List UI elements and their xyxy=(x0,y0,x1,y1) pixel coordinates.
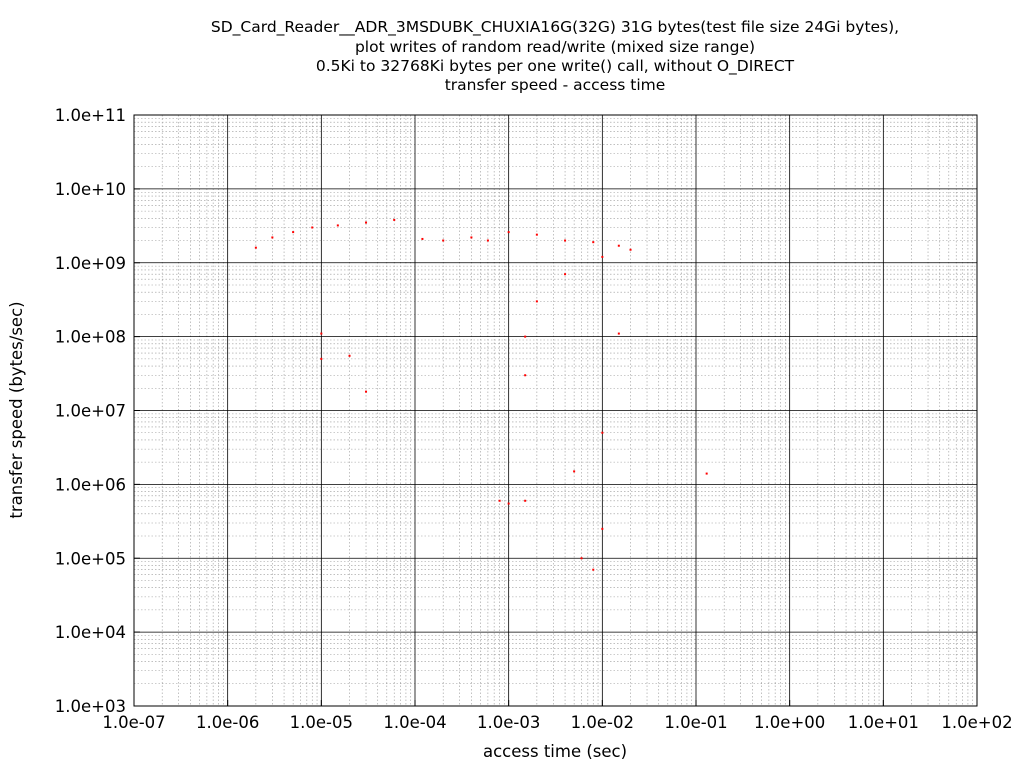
x-tick-label: 1.0e-04 xyxy=(383,713,446,732)
y-tick-label: 1.0e+07 xyxy=(55,402,126,421)
data-point xyxy=(470,236,473,239)
data-point xyxy=(705,472,708,475)
data-point xyxy=(617,244,620,247)
y-tick-label: 1.0e+08 xyxy=(55,328,126,347)
x-tick-label: 1.0e-06 xyxy=(196,713,259,732)
y-tick-label: 1.0e+09 xyxy=(55,254,126,273)
data-point xyxy=(271,236,274,239)
data-point xyxy=(564,273,567,276)
data-point xyxy=(573,470,576,473)
scatter-points xyxy=(254,218,708,571)
data-point xyxy=(617,332,620,335)
data-point xyxy=(320,332,323,335)
x-axis-ticks: 1.0e-07 1.0e-06 1.0e-05 1.0e-04 1.0e-03 1.0e-… xyxy=(102,700,1013,732)
title-line-4: transfer speed - access time xyxy=(445,76,666,94)
y-axis-ticks: 1.0e+03 1.0e+04 1.0e+05 1.0e+06 1.0e+07 1.0e+… xyxy=(55,106,140,716)
data-point xyxy=(524,374,527,377)
data-point xyxy=(498,499,501,502)
y-tick-label: 1.0e+06 xyxy=(55,475,126,494)
data-point xyxy=(535,300,538,303)
y-axis-label: transfer speed (bytes/sec) xyxy=(7,301,26,518)
x-tick-label: 1.0e+00 xyxy=(754,713,825,732)
data-point xyxy=(524,499,527,502)
y-tick-label: 1.0e+04 xyxy=(55,623,126,642)
x-tick-label: 1.0e-01 xyxy=(664,713,727,732)
data-point xyxy=(564,239,567,242)
data-point xyxy=(592,568,595,571)
data-point xyxy=(601,527,604,530)
data-point xyxy=(292,231,295,234)
data-point xyxy=(535,233,538,236)
data-point xyxy=(507,231,510,234)
y-tick-label: 1.0e+11 xyxy=(55,106,126,125)
y-tick-label: 1.0e+05 xyxy=(55,549,126,568)
data-point xyxy=(592,241,595,244)
data-point xyxy=(365,390,368,393)
data-point xyxy=(601,255,604,258)
data-point xyxy=(336,224,339,227)
data-point xyxy=(580,557,583,560)
data-point xyxy=(524,335,527,338)
x-tick-label: 1.0e+02 xyxy=(941,713,1012,732)
x-tick-label: 1.0e-05 xyxy=(290,713,353,732)
title-line-3: 0.5Ki to 32768Ki bytes per one write() c… xyxy=(316,57,795,76)
y-tick-label: 1.0e+03 xyxy=(55,697,126,716)
data-point xyxy=(507,502,510,505)
chart-title: SD_Card_Reader__ADR_3MSDUBK_CHUXIA16G(32… xyxy=(211,18,899,94)
data-point xyxy=(442,239,445,242)
x-tick-label: 1.0e+01 xyxy=(848,713,919,732)
data-point xyxy=(348,354,351,357)
data-point xyxy=(601,431,604,434)
data-point xyxy=(311,226,314,229)
data-point xyxy=(486,239,489,242)
data-point xyxy=(365,221,368,224)
x-axis-label: access time (sec) xyxy=(483,742,627,761)
data-point xyxy=(421,237,424,240)
x-tick-label: 1.0e-02 xyxy=(571,713,634,732)
title-line-1: SD_Card_Reader__ADR_3MSDUBK_CHUXIA16G(32… xyxy=(211,18,899,37)
title-line-2: plot writes of random read/write (mixed … xyxy=(355,38,755,56)
data-point xyxy=(320,357,323,360)
data-point xyxy=(254,246,257,249)
data-point xyxy=(629,248,632,251)
x-tick-label: 1.0e-07 xyxy=(102,713,165,732)
major-grid xyxy=(134,115,977,706)
y-tick-label: 1.0e+10 xyxy=(55,180,126,199)
data-point xyxy=(393,218,396,221)
x-tick-label: 1.0e-03 xyxy=(477,713,540,732)
